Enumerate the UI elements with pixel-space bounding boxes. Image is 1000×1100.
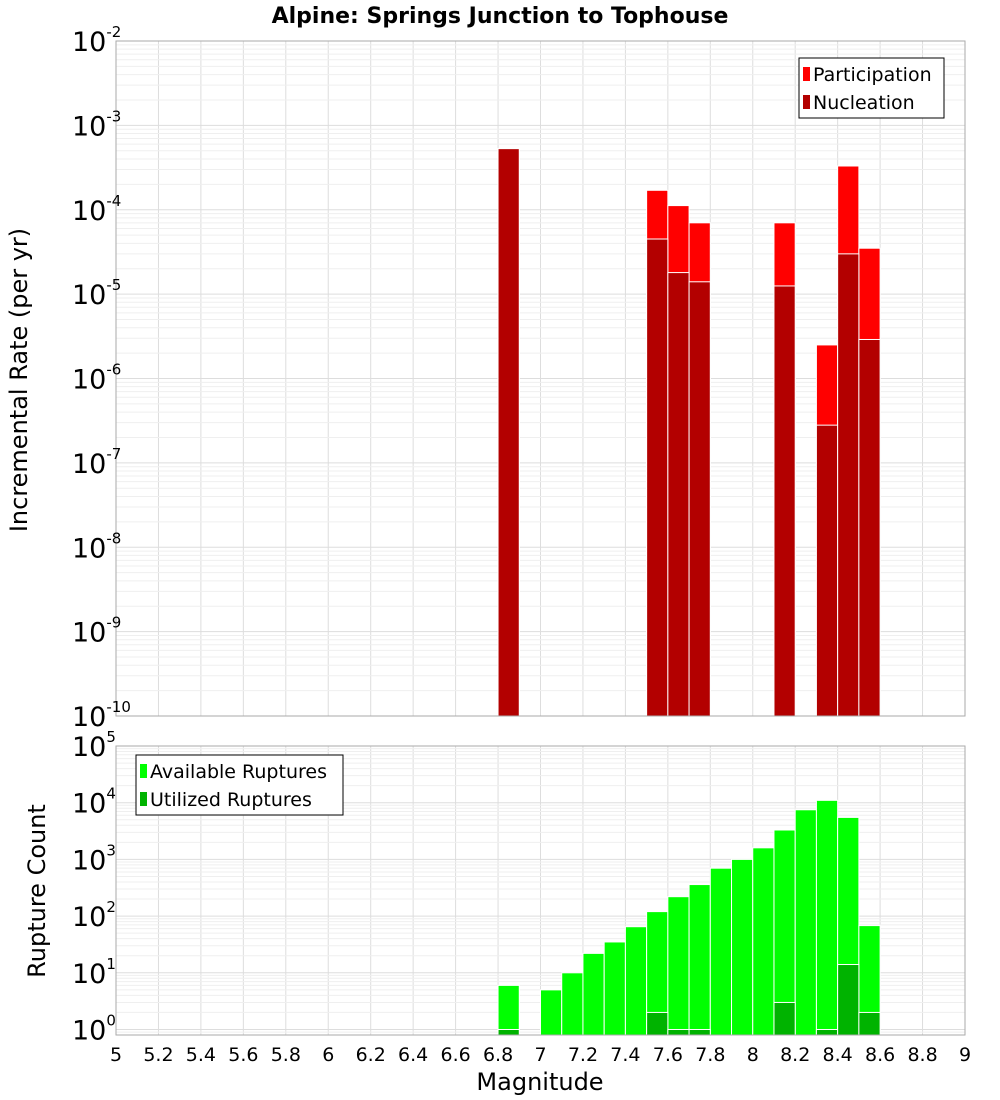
y-tick-label: 10-5	[72, 276, 121, 311]
legend-label: Nucleation	[813, 92, 915, 114]
x-tick-label: 6	[322, 1044, 334, 1066]
y-tick-label: 101	[72, 955, 116, 990]
y-tick-label: 102	[72, 898, 116, 933]
bottom-series-1	[497, 964, 881, 1036]
x-tick-label: 7	[534, 1044, 546, 1066]
y-tick-label: 10-8	[72, 529, 121, 564]
top-y-axis-label: Incremental Rate (per yr)	[5, 228, 33, 532]
x-tick-label: 8.8	[907, 1044, 937, 1066]
x-tick-label: 9	[959, 1044, 971, 1066]
bottom-bar-utilized-ruptures	[646, 1011, 669, 1036]
bottom-bar-available-ruptures	[497, 984, 520, 1036]
bottom-bar-utilized-ruptures	[497, 1029, 520, 1036]
y-tick-label: 10-6	[72, 361, 121, 396]
bottom-bar-available-ruptures	[709, 867, 733, 1036]
x-axis-label: Magnitude	[476, 1068, 603, 1096]
chart-title: Alpine: Springs Junction to Tophouse	[272, 4, 729, 29]
x-tick-label: 5.4	[186, 1044, 216, 1066]
x-tick-labels: 5 5.2 5.4 5.6 5.8 6 6.2 6.4 6.6 6.8 7 7.2 7.4 7.6 7.8 8…	[110, 1044, 971, 1066]
bottom-bar-utilized-ruptures	[688, 1029, 711, 1036]
bottom-bar-available-ruptures	[815, 799, 839, 1036]
x-tick-label: 6.8	[483, 1044, 513, 1066]
x-tick-label: 8.2	[780, 1044, 810, 1066]
bottom-bar-available-ruptures	[540, 989, 563, 1036]
bottom-bar-available-ruptures	[688, 884, 711, 1036]
x-tick-label: 7.6	[653, 1044, 683, 1066]
bottom-bar-utilized-ruptures	[815, 1029, 839, 1036]
top-plot-area: 10-10 10-9 10-8 10-7 10-6 10-5 10-4 10-3 10-2 Par…	[72, 23, 966, 733]
y-tick-label: 104	[72, 785, 116, 820]
legend-label: Available Ruptures	[150, 761, 327, 783]
y-tick-label: 10-2	[72, 23, 121, 58]
x-tick-label: 7.8	[695, 1044, 725, 1066]
top-plot-frame	[115, 40, 966, 717]
x-tick-label: 5.6	[228, 1044, 258, 1066]
bottom-bar-utilized-ruptures	[858, 1011, 881, 1036]
bottom-y-axis-label: Rupture Count	[23, 804, 51, 978]
x-tick-label: 6.4	[398, 1044, 428, 1066]
legend-label: Utilized Ruptures	[150, 789, 312, 811]
y-tick-label: 100	[72, 1012, 116, 1047]
bottom-bar-utilized-ruptures	[667, 1029, 690, 1036]
legend-swatch	[803, 67, 810, 81]
legend-label: Participation	[813, 64, 932, 86]
y-tick-label: 105	[72, 728, 116, 763]
x-tick-label: 5	[110, 1044, 122, 1066]
top-bar-nucleation	[773, 285, 796, 717]
top-bar-nucleation	[688, 281, 711, 717]
x-tick-label: 7.4	[610, 1044, 640, 1066]
bottom-bar-available-ruptures	[582, 952, 605, 1036]
y-tick-label: 10-10	[72, 698, 131, 733]
y-tick-label: 10-9	[72, 614, 121, 649]
x-tick-label: 5.8	[271, 1044, 301, 1066]
x-tick-label: 8	[747, 1044, 759, 1066]
top-bar-nucleation	[837, 253, 860, 717]
x-tick-label: 6.6	[440, 1044, 470, 1066]
top-y-tick-labels: 10-10 10-9 10-8 10-7 10-6 10-5 10-4 10-3 10-2	[72, 23, 131, 733]
x-tick-label: 8.6	[865, 1044, 895, 1066]
legend-swatch	[140, 764, 147, 778]
y-tick-label: 103	[72, 841, 116, 876]
bottom-bar-utilized-ruptures	[837, 964, 860, 1036]
bottom-bar-available-ruptures	[561, 972, 584, 1036]
bottom-plot-frame	[115, 745, 966, 1036]
bottom-y-tick-labels: 100 101 102 103 104 105	[72, 728, 116, 1047]
bottom-bar-utilized-ruptures	[773, 1001, 796, 1036]
legend-swatch	[803, 95, 810, 109]
bottom-bar-available-ruptures	[667, 896, 690, 1036]
bottom-bar-available-ruptures	[731, 858, 754, 1036]
top-bar-nucleation	[646, 238, 669, 717]
x-tick-label: 7.2	[568, 1044, 598, 1066]
bottom-legend: Available Ruptures Utilized Ruptures	[135, 754, 344, 816]
y-tick-label: 10-4	[72, 192, 121, 227]
y-tick-label: 10-3	[72, 107, 121, 142]
top-bar-nucleation	[858, 338, 881, 717]
top-bar-nucleation	[667, 272, 690, 717]
top-bar-nucleation	[497, 148, 520, 717]
bottom-bar-available-ruptures	[794, 809, 817, 1036]
y-tick-label: 10-7	[72, 445, 121, 480]
legend-box	[798, 57, 945, 119]
x-tick-label: 5.2	[143, 1044, 173, 1066]
bottom-series-0	[497, 799, 881, 1036]
bottom-plot-area: 100 101 102 103 104 105 5 5.2 5.4 5.6 5.8 6 6.2 6.4 6.…	[72, 728, 971, 1066]
top-series-1	[497, 148, 881, 717]
x-tick-label: 8.4	[823, 1044, 853, 1066]
top-bar-nucleation	[815, 424, 839, 717]
bottom-bar-available-ruptures	[603, 941, 626, 1036]
legend-box	[135, 754, 344, 816]
x-tick-label: 6.2	[356, 1044, 386, 1066]
bottom-bar-available-ruptures	[752, 847, 775, 1036]
legend-swatch	[140, 792, 147, 806]
top-legend: Participation Nucleation	[798, 57, 945, 119]
bottom-bar-available-ruptures	[624, 926, 648, 1036]
